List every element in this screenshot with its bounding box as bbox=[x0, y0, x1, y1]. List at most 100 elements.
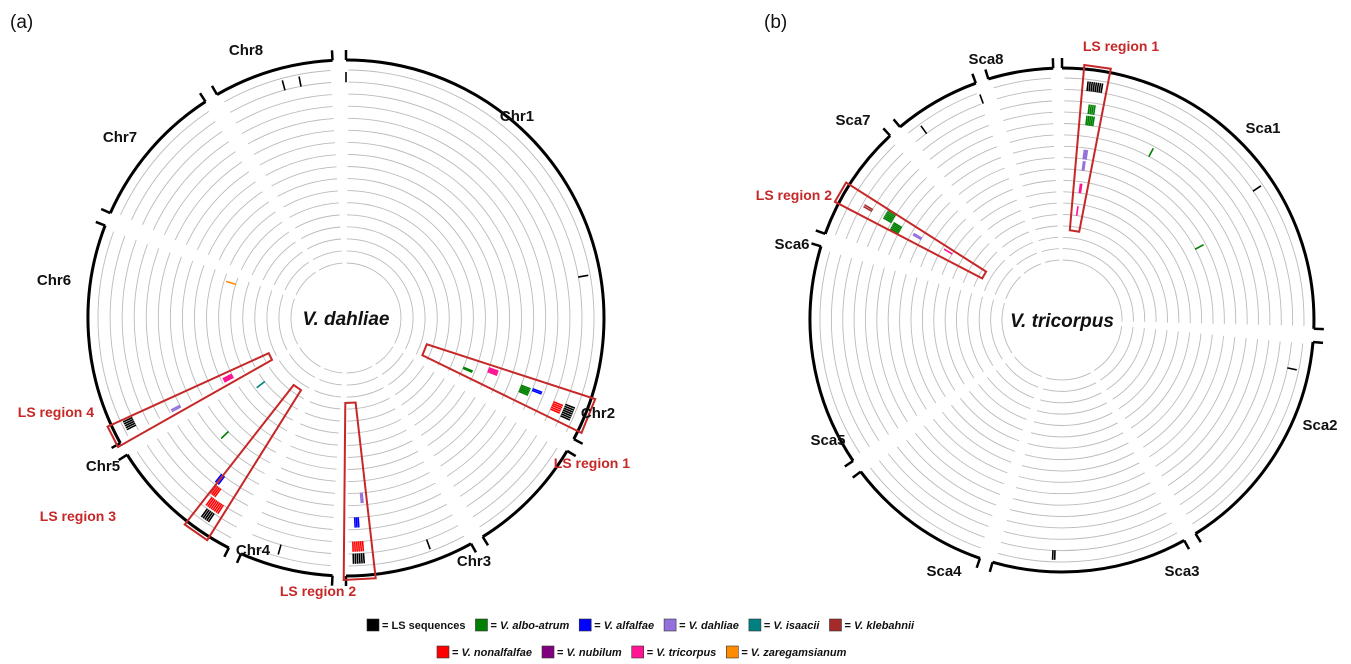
chromosome-ideogram bbox=[1194, 341, 1315, 535]
track-ring bbox=[295, 271, 316, 296]
track-ring bbox=[253, 130, 335, 155]
track-ring bbox=[347, 461, 425, 483]
track-ring bbox=[1001, 302, 1013, 354]
track-ring bbox=[952, 235, 982, 280]
track-ring bbox=[187, 418, 260, 485]
chromosome-label: Sca1 bbox=[1245, 120, 1280, 137]
track-ring bbox=[169, 256, 192, 402]
track-ring bbox=[238, 386, 288, 432]
ls-region-box bbox=[421, 343, 597, 435]
track-ring bbox=[306, 238, 342, 250]
track-hit bbox=[214, 488, 222, 498]
track-ring bbox=[207, 405, 271, 464]
track-ring bbox=[1063, 202, 1180, 323]
track-ring bbox=[141, 131, 223, 225]
chromosome-ideogram bbox=[86, 224, 122, 444]
track-ring bbox=[289, 202, 339, 218]
track-ring bbox=[258, 373, 299, 410]
track-ring bbox=[347, 408, 396, 422]
track-ring bbox=[1136, 333, 1202, 438]
track-hit bbox=[1096, 82, 1100, 93]
track-ring bbox=[290, 298, 298, 345]
track-ring bbox=[433, 403, 486, 457]
track-ring bbox=[347, 190, 474, 377]
chromosome-label: Chr3 bbox=[457, 553, 491, 570]
chromosome-ideogram bbox=[345, 542, 472, 578]
track-ring bbox=[318, 262, 343, 271]
track-hit bbox=[578, 274, 589, 278]
track-ring bbox=[348, 525, 459, 555]
track-ring bbox=[407, 378, 445, 416]
track-ring bbox=[174, 161, 243, 241]
species-center-label: V. dahliae bbox=[303, 309, 390, 330]
track-ring bbox=[1024, 442, 1129, 461]
track-ring bbox=[1022, 180, 1056, 187]
track-ring bbox=[273, 251, 303, 286]
chromosome-ideogram bbox=[823, 134, 892, 235]
chromosome-tick bbox=[95, 220, 106, 227]
track-hit bbox=[208, 499, 216, 509]
track-ring bbox=[348, 514, 453, 543]
track-ring bbox=[120, 111, 210, 215]
track-hit bbox=[217, 475, 226, 485]
track-ring bbox=[1063, 168, 1214, 324]
chromosome-tick bbox=[892, 118, 901, 128]
track-hit bbox=[883, 215, 893, 222]
track-ring bbox=[218, 201, 270, 261]
track-ring bbox=[933, 283, 956, 391]
track-hit bbox=[217, 504, 225, 515]
track-ring bbox=[1033, 412, 1113, 426]
track-ring bbox=[910, 277, 937, 404]
track-ring bbox=[346, 366, 373, 374]
track-ring bbox=[414, 384, 455, 426]
track-ring bbox=[856, 160, 912, 244]
track-ring bbox=[427, 397, 476, 446]
track-ring bbox=[229, 82, 332, 113]
track-ring bbox=[1062, 225, 1157, 323]
track-ring bbox=[1124, 331, 1179, 419]
track-ring bbox=[1014, 356, 1043, 377]
track-ring bbox=[278, 360, 310, 389]
track-ring bbox=[1161, 338, 1247, 477]
track-ring bbox=[248, 379, 293, 421]
legend-swatch bbox=[726, 645, 739, 659]
chromosome-tick bbox=[330, 575, 334, 586]
chromosome-ideogram bbox=[125, 453, 230, 550]
track-ring bbox=[254, 286, 267, 362]
track-ring bbox=[394, 365, 425, 396]
legend-swatch bbox=[366, 618, 380, 632]
track-ring bbox=[347, 178, 486, 383]
track-ring bbox=[1006, 502, 1162, 529]
track-ring bbox=[1038, 236, 1059, 242]
track-ring bbox=[388, 359, 414, 386]
legend-swatch bbox=[663, 618, 677, 632]
track-ring bbox=[997, 532, 1178, 563]
track-ring bbox=[944, 286, 965, 385]
track-ring bbox=[1130, 332, 1191, 429]
track-hit bbox=[206, 511, 214, 522]
track-hit bbox=[1086, 115, 1090, 126]
legend-label: = V. nonalfalfae bbox=[452, 647, 532, 659]
track-hit bbox=[361, 541, 365, 552]
legend-label: = V. albo-atrum bbox=[490, 620, 569, 632]
track-ring bbox=[990, 299, 1003, 360]
track-ring bbox=[224, 70, 331, 103]
track-ring bbox=[876, 267, 908, 423]
chromosome-ideogram bbox=[859, 470, 981, 560]
chromosome-ideogram bbox=[108, 100, 207, 214]
track-ring bbox=[1149, 335, 1225, 458]
track-ring bbox=[958, 167, 1006, 195]
track-hit bbox=[222, 373, 233, 380]
chromosome-tick bbox=[566, 449, 577, 458]
track-hit bbox=[170, 404, 181, 411]
track-ring bbox=[375, 346, 394, 365]
track-ring bbox=[1003, 111, 1053, 122]
track-ring bbox=[479, 447, 558, 528]
chromosome-tick bbox=[811, 242, 822, 248]
track-ring bbox=[1019, 168, 1056, 176]
track-hit bbox=[211, 501, 220, 511]
track-ring bbox=[980, 199, 1018, 222]
track-hit bbox=[211, 485, 219, 496]
track-hit bbox=[863, 205, 873, 213]
